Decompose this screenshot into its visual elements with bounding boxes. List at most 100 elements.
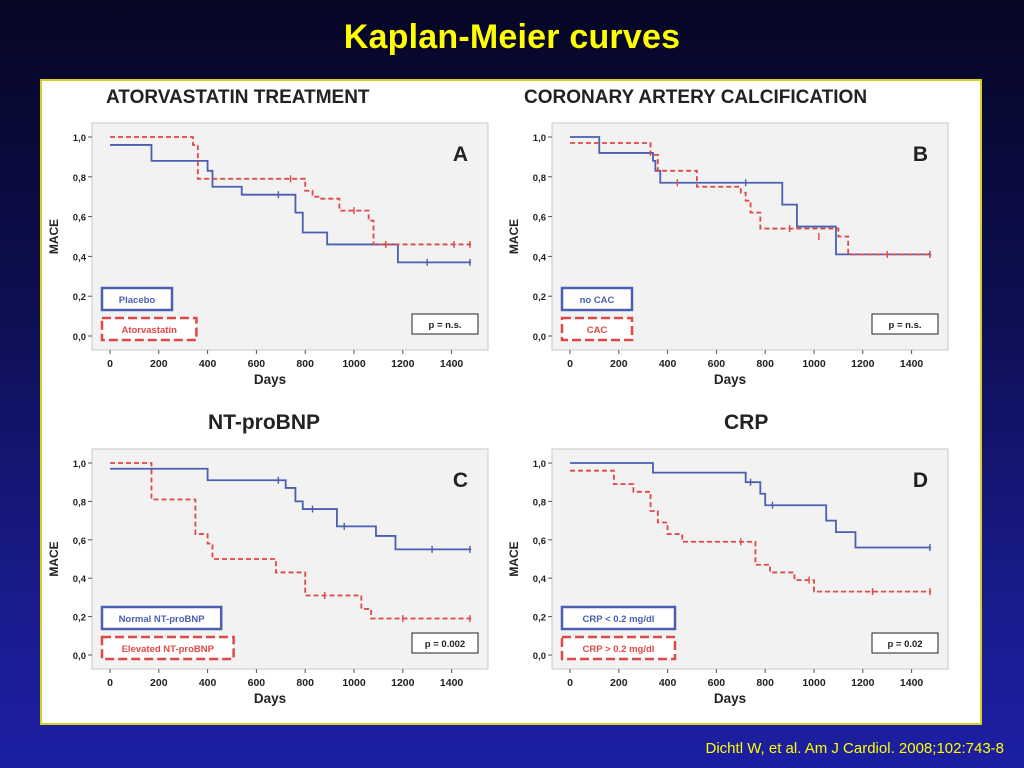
panel-heading-d: CRP bbox=[724, 411, 769, 434]
panel-letter: C bbox=[453, 469, 468, 492]
y-tick-label: 0,0 bbox=[533, 332, 546, 343]
p-value-box bbox=[871, 632, 939, 654]
x-tick-label: 200 bbox=[150, 358, 168, 370]
chart-d: 0,0 0,2 0,4 0,6 0,8 1,0 0 200 400 600 800 1000 1200 1… bbox=[507, 448, 949, 706]
legend-label: Placebo bbox=[119, 295, 156, 306]
panel-letter: A bbox=[453, 143, 468, 166]
series-line-solid bbox=[110, 144, 472, 264]
x-tick-label: 0 bbox=[567, 358, 573, 370]
y-tick-label: 0,8 bbox=[533, 173, 546, 184]
p-value-label: p = 0.002 bbox=[425, 639, 465, 650]
legend-label: CRP < 0.2 mg/dl bbox=[583, 614, 655, 625]
y-tick-label: 0,8 bbox=[533, 497, 546, 508]
y-tick-label: 1,0 bbox=[73, 459, 86, 470]
legend-label: Atorvastatin bbox=[121, 325, 177, 336]
series-line-solid bbox=[570, 136, 932, 256]
series-line-solid bbox=[570, 462, 932, 549]
y-tick-label: 0,6 bbox=[73, 213, 86, 224]
x-axis-label: Days bbox=[714, 691, 746, 706]
legend-box bbox=[560, 286, 634, 312]
x-tick-label: 600 bbox=[248, 677, 266, 689]
y-tick-label: 0,2 bbox=[533, 613, 546, 624]
chart-b: 0,0 0,2 0,4 0,6 0,8 1,0 0 200 400 600 800 1000 1200 1… bbox=[507, 122, 949, 387]
y-tick-label: 1,0 bbox=[533, 459, 546, 470]
series-line-dashed bbox=[110, 136, 472, 246]
y-tick-label: 1,0 bbox=[533, 133, 546, 144]
legend-label: CAC bbox=[587, 325, 608, 336]
panel-letter: B bbox=[913, 143, 928, 166]
x-tick-label: 800 bbox=[756, 358, 774, 370]
panel-heading-c: NT-proBNP bbox=[208, 411, 320, 434]
panel-letter: D bbox=[913, 469, 928, 492]
legend-box bbox=[100, 635, 235, 661]
legend-box bbox=[560, 605, 677, 631]
figure-panel: ATORVASTATIN TREATMENT CORONARY ARTERY C… bbox=[40, 79, 982, 725]
legend-box bbox=[560, 635, 677, 661]
panel-heading-b: CORONARY ARTERY CALCIFICATION bbox=[524, 87, 868, 108]
x-axis-label: Days bbox=[254, 691, 286, 706]
y-tick-label: 0,8 bbox=[73, 173, 86, 184]
y-tick-label: 0,6 bbox=[533, 213, 546, 224]
panel-heading-a: ATORVASTATIN TREATMENT bbox=[106, 87, 370, 108]
x-tick-label: 1400 bbox=[900, 358, 924, 370]
y-tick-label: 0,6 bbox=[73, 536, 86, 547]
legend-label: CRP > 0.2 mg/dl bbox=[583, 644, 655, 655]
x-tick-label: 800 bbox=[296, 358, 314, 370]
x-tick-label: 200 bbox=[610, 358, 628, 370]
chart-a: 0,0 0,2 0,4 0,6 0,8 1,0 0 200 400 600 800 1000 1200 1… bbox=[47, 122, 489, 387]
x-tick-label: 200 bbox=[610, 677, 628, 689]
y-tick-label: 0,0 bbox=[73, 332, 86, 343]
slide-title: Kaplan-Meier curves bbox=[343, 18, 681, 56]
x-axis-label: Days bbox=[254, 372, 286, 387]
y-tick-label: 0,6 bbox=[533, 536, 546, 547]
y-tick-label: 0,2 bbox=[73, 613, 86, 624]
y-tick-label: 0,8 bbox=[73, 497, 86, 508]
y-axis-label: MACE bbox=[507, 541, 521, 576]
x-tick-label: 1200 bbox=[851, 677, 875, 689]
p-value-label: p = n.s. bbox=[429, 320, 462, 331]
legend-label: no CAC bbox=[580, 295, 615, 306]
plot-area bbox=[91, 448, 489, 670]
x-tick-label: 600 bbox=[708, 358, 726, 370]
series-line-dashed bbox=[570, 142, 932, 256]
y-axis-label: MACE bbox=[47, 541, 61, 576]
p-value-box bbox=[411, 313, 479, 335]
p-value-label: p = 0.02 bbox=[887, 639, 922, 650]
x-tick-label: 800 bbox=[756, 677, 774, 689]
y-tick-label: 1,0 bbox=[73, 133, 86, 144]
x-tick-label: 1000 bbox=[342, 677, 366, 689]
x-tick-label: 1000 bbox=[802, 677, 826, 689]
x-tick-label: 1400 bbox=[440, 358, 464, 370]
chart-c: 0,0 0,2 0,4 0,6 0,8 1,0 0 200 400 600 800 1000 1200 1… bbox=[47, 448, 489, 706]
y-tick-label: 0,4 bbox=[73, 574, 87, 585]
x-tick-label: 1200 bbox=[851, 358, 875, 370]
legend-box bbox=[560, 316, 634, 342]
x-tick-label: 600 bbox=[708, 677, 726, 689]
y-tick-label: 0,4 bbox=[533, 252, 547, 263]
x-tick-label: 400 bbox=[199, 677, 217, 689]
series-line-solid bbox=[110, 467, 472, 551]
citation: Dichtl W, et al. Am J Cardiol. 2008;102:… bbox=[705, 740, 1004, 757]
x-tick-label: 200 bbox=[150, 677, 168, 689]
x-tick-label: 400 bbox=[659, 358, 677, 370]
x-tick-label: 600 bbox=[248, 358, 266, 370]
x-tick-label: 1400 bbox=[440, 677, 464, 689]
y-tick-label: 0,4 bbox=[73, 252, 87, 263]
legend-box bbox=[100, 286, 174, 312]
x-tick-label: 1200 bbox=[391, 358, 415, 370]
x-tick-label: 1000 bbox=[802, 358, 826, 370]
x-tick-label: 800 bbox=[296, 677, 314, 689]
legend-label: Elevated NT-proBNP bbox=[122, 644, 215, 655]
p-value-box bbox=[411, 632, 479, 654]
legend-box bbox=[100, 605, 223, 631]
legend-box bbox=[100, 316, 198, 342]
x-tick-label: 400 bbox=[659, 677, 677, 689]
y-tick-label: 0,2 bbox=[73, 292, 86, 303]
x-tick-label: 0 bbox=[107, 358, 113, 370]
y-tick-label: 0,4 bbox=[533, 574, 547, 585]
plot-area bbox=[551, 122, 949, 351]
x-tick-label: 0 bbox=[567, 677, 573, 689]
x-axis-label: Days bbox=[714, 372, 746, 387]
x-tick-label: 1000 bbox=[342, 358, 366, 370]
series-line-dashed bbox=[110, 462, 472, 620]
